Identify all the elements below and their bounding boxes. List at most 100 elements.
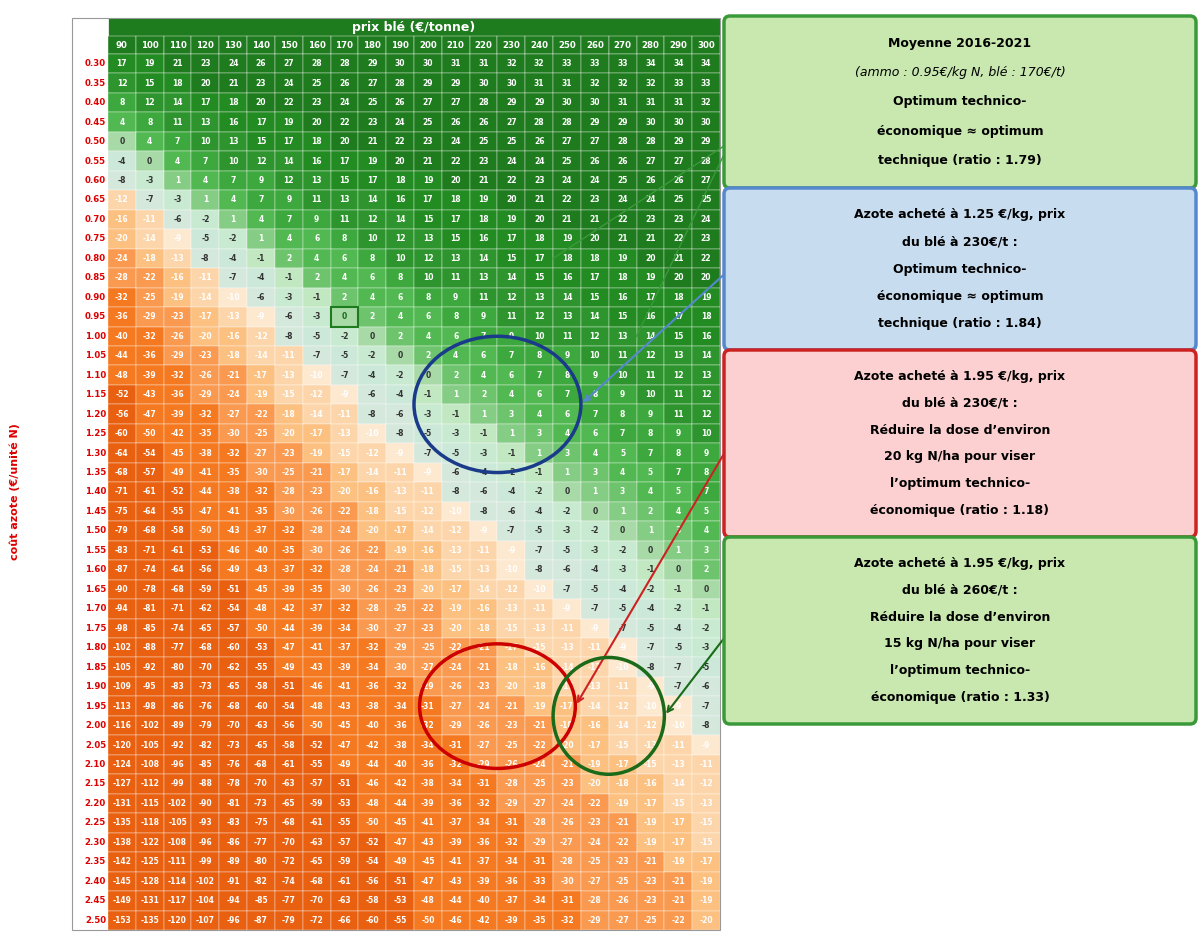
Bar bbox=[386, 229, 415, 249]
Text: -34: -34 bbox=[449, 779, 462, 789]
Bar bbox=[636, 696, 665, 716]
Text: -5: -5 bbox=[340, 351, 349, 360]
Bar bbox=[497, 696, 525, 716]
Bar bbox=[135, 326, 164, 346]
Bar bbox=[331, 852, 358, 871]
Text: 11: 11 bbox=[673, 390, 684, 400]
Text: 0: 0 bbox=[621, 526, 625, 536]
Text: prix blé (€/tonne): prix blé (€/tonne) bbox=[352, 21, 476, 34]
Text: 140: 140 bbox=[252, 40, 270, 50]
Bar bbox=[497, 794, 525, 813]
Text: 16: 16 bbox=[228, 117, 238, 127]
Text: -32: -32 bbox=[477, 799, 490, 808]
Text: -41: -41 bbox=[310, 643, 323, 652]
Bar bbox=[692, 366, 720, 385]
Bar bbox=[135, 366, 164, 385]
Bar bbox=[581, 36, 609, 54]
Bar bbox=[525, 580, 553, 599]
Text: -24: -24 bbox=[115, 254, 128, 263]
Bar bbox=[358, 677, 386, 696]
Text: 4: 4 bbox=[564, 429, 569, 438]
Bar bbox=[303, 755, 331, 774]
Bar bbox=[442, 54, 470, 73]
Text: -112: -112 bbox=[140, 779, 159, 789]
Bar bbox=[386, 171, 415, 190]
Bar bbox=[192, 366, 219, 385]
Bar bbox=[415, 171, 442, 190]
Text: -94: -94 bbox=[115, 604, 128, 613]
Text: -22: -22 bbox=[365, 546, 379, 555]
Bar bbox=[386, 249, 415, 268]
Text: 0: 0 bbox=[648, 546, 653, 555]
Text: -2: -2 bbox=[591, 526, 599, 536]
FancyBboxPatch shape bbox=[724, 537, 1196, 724]
Bar bbox=[497, 444, 525, 462]
Text: 23: 23 bbox=[478, 157, 489, 166]
Bar bbox=[609, 871, 636, 891]
Text: 7: 7 bbox=[537, 371, 541, 380]
Text: 4: 4 bbox=[676, 507, 680, 516]
Bar bbox=[108, 774, 135, 794]
Text: -25: -25 bbox=[422, 643, 435, 652]
Text: 2.05: 2.05 bbox=[85, 741, 105, 749]
Text: -31: -31 bbox=[449, 741, 462, 749]
Bar bbox=[135, 696, 164, 716]
Bar bbox=[386, 346, 415, 366]
Bar bbox=[358, 366, 386, 385]
Text: -12: -12 bbox=[365, 448, 379, 458]
Text: du blé à 230€/t :: du blé à 230€/t : bbox=[902, 235, 1018, 249]
Bar bbox=[553, 658, 581, 677]
Text: 25: 25 bbox=[367, 98, 377, 107]
Text: 31: 31 bbox=[673, 98, 684, 107]
Bar bbox=[135, 482, 164, 502]
Bar bbox=[303, 288, 331, 307]
Text: 25: 25 bbox=[478, 137, 489, 146]
Text: 30: 30 bbox=[673, 117, 684, 127]
Bar bbox=[692, 424, 720, 444]
Bar bbox=[581, 794, 609, 813]
Text: 8: 8 bbox=[425, 293, 430, 302]
Bar bbox=[415, 735, 442, 755]
Bar bbox=[108, 502, 135, 522]
Text: -125: -125 bbox=[140, 857, 159, 867]
Text: -14: -14 bbox=[561, 663, 574, 672]
Bar bbox=[135, 774, 164, 794]
Bar bbox=[274, 307, 303, 326]
Text: 17: 17 bbox=[506, 234, 516, 244]
Text: 270: 270 bbox=[613, 40, 631, 50]
Text: 1: 1 bbox=[259, 234, 264, 244]
Bar bbox=[497, 73, 525, 93]
Bar bbox=[470, 852, 497, 871]
Bar bbox=[442, 249, 470, 268]
Bar bbox=[192, 229, 219, 249]
Text: 12: 12 bbox=[423, 254, 434, 263]
Bar bbox=[692, 132, 720, 151]
Bar bbox=[581, 871, 609, 891]
Text: -90: -90 bbox=[115, 584, 128, 594]
Bar bbox=[442, 36, 470, 54]
Text: 2: 2 bbox=[648, 507, 653, 516]
Bar bbox=[553, 113, 581, 132]
Text: 8: 8 bbox=[453, 312, 459, 322]
Text: -9: -9 bbox=[479, 526, 488, 536]
Bar bbox=[665, 833, 692, 852]
Text: 4: 4 bbox=[259, 215, 264, 224]
Text: -2: -2 bbox=[674, 604, 683, 613]
Bar bbox=[525, 171, 553, 190]
Text: -19: -19 bbox=[393, 546, 407, 555]
Text: -46: -46 bbox=[310, 682, 323, 691]
Bar bbox=[192, 482, 219, 502]
Bar bbox=[164, 229, 192, 249]
Bar bbox=[497, 54, 525, 73]
Text: 3: 3 bbox=[592, 468, 598, 477]
Text: -108: -108 bbox=[168, 838, 187, 847]
Text: -22: -22 bbox=[532, 741, 546, 749]
Text: 33: 33 bbox=[562, 59, 573, 68]
Bar bbox=[274, 482, 303, 502]
Bar bbox=[553, 560, 581, 580]
Text: -6: -6 bbox=[452, 468, 460, 477]
Bar bbox=[358, 36, 386, 54]
Bar bbox=[135, 210, 164, 229]
Text: -32: -32 bbox=[365, 643, 379, 652]
Text: 240: 240 bbox=[531, 40, 549, 50]
